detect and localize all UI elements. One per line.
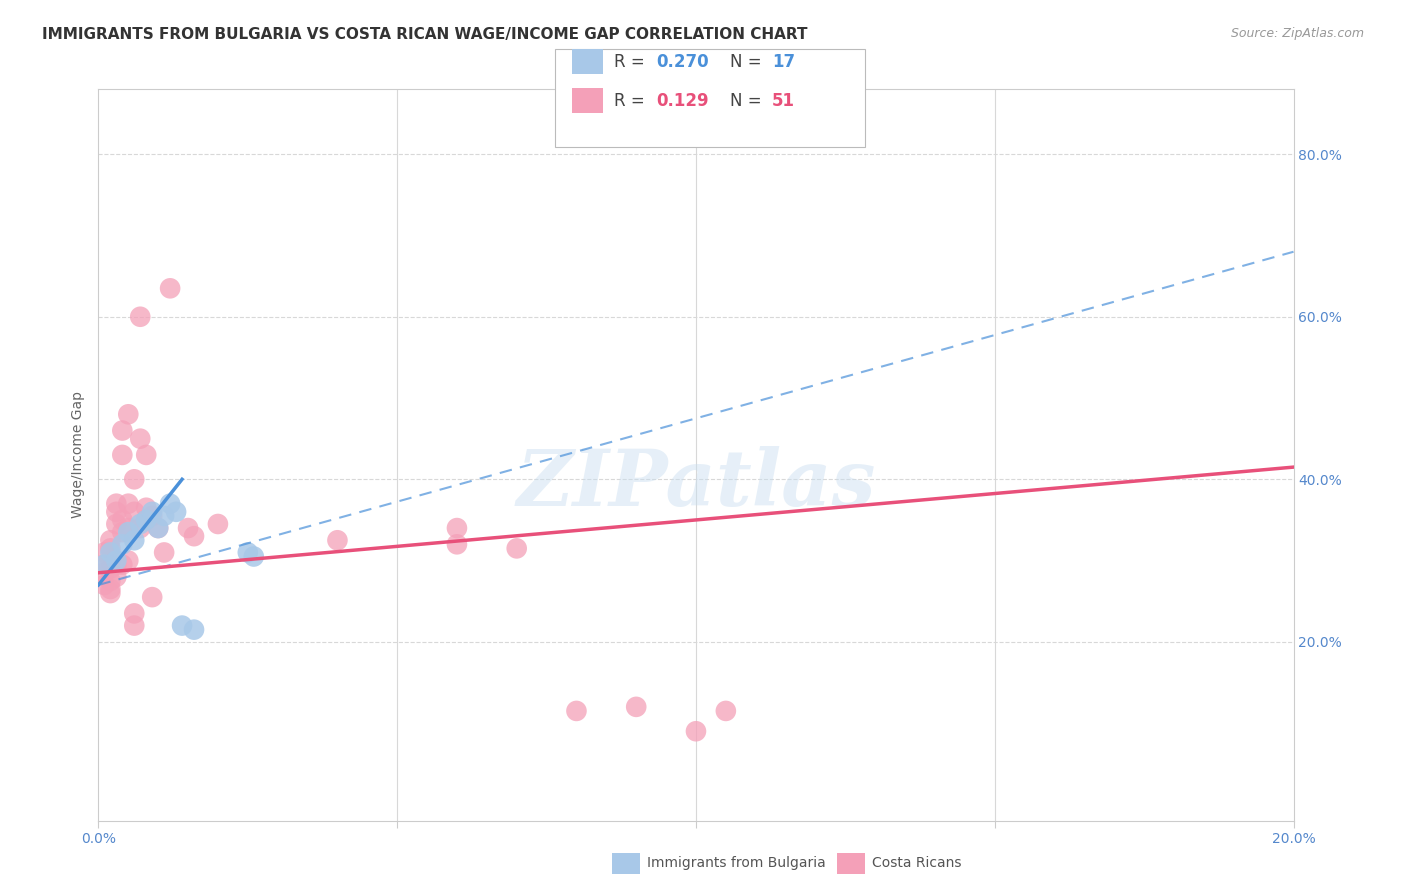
- Text: N =: N =: [730, 92, 766, 110]
- Text: 51: 51: [772, 92, 794, 110]
- Point: [98, 545, 122, 559]
- Point: [626, 699, 648, 714]
- Point: [105, 570, 128, 584]
- Point: [159, 281, 181, 295]
- Point: [98, 562, 122, 576]
- Point: [93, 566, 115, 580]
- Point: [117, 407, 139, 421]
- Point: [141, 508, 163, 523]
- Point: [98, 586, 122, 600]
- Point: [177, 521, 200, 535]
- Text: Source: ZipAtlas.com: Source: ZipAtlas.com: [1230, 27, 1364, 40]
- Text: R =: R =: [614, 92, 651, 110]
- Text: Costa Ricans: Costa Ricans: [872, 856, 962, 871]
- Point: [236, 545, 259, 559]
- Point: [129, 310, 152, 324]
- Point: [117, 553, 139, 567]
- Point: [243, 549, 266, 564]
- Point: [148, 521, 170, 535]
- Point: [105, 553, 128, 567]
- Point: [446, 521, 468, 535]
- Point: [124, 533, 146, 548]
- Point: [565, 704, 588, 718]
- Y-axis label: Wage/Income Gap: Wage/Income Gap: [70, 392, 84, 518]
- Point: [105, 497, 128, 511]
- Point: [98, 574, 122, 588]
- Point: [105, 505, 128, 519]
- Point: [111, 513, 134, 527]
- Point: [124, 607, 146, 621]
- Point: [98, 553, 122, 567]
- Point: [93, 545, 115, 559]
- Point: [183, 529, 205, 543]
- Point: [141, 590, 163, 604]
- Point: [135, 513, 157, 527]
- Point: [129, 432, 152, 446]
- Point: [135, 500, 157, 515]
- Point: [135, 448, 157, 462]
- Point: [111, 424, 134, 438]
- Point: [111, 537, 134, 551]
- Point: [506, 541, 529, 556]
- Point: [111, 558, 134, 572]
- Point: [93, 558, 115, 572]
- Point: [124, 505, 146, 519]
- Point: [183, 623, 205, 637]
- Point: [98, 582, 122, 596]
- Point: [124, 472, 146, 486]
- Point: [98, 533, 122, 548]
- Point: [153, 545, 176, 559]
- Point: [135, 513, 157, 527]
- Point: [172, 618, 194, 632]
- Point: [685, 724, 707, 739]
- Text: IMMIGRANTS FROM BULGARIA VS COSTA RICAN WAGE/INCOME GAP CORRELATION CHART: IMMIGRANTS FROM BULGARIA VS COSTA RICAN …: [42, 27, 807, 42]
- Point: [129, 521, 152, 535]
- Point: [117, 497, 139, 511]
- Point: [165, 505, 187, 519]
- Point: [117, 525, 139, 540]
- Text: ZIPatlas: ZIPatlas: [516, 446, 876, 523]
- Point: [159, 497, 181, 511]
- Text: 0.129: 0.129: [657, 92, 709, 110]
- Text: 0.270: 0.270: [657, 53, 709, 70]
- Text: N =: N =: [730, 53, 766, 70]
- Point: [93, 578, 115, 592]
- Point: [141, 505, 163, 519]
- Point: [148, 521, 170, 535]
- Point: [105, 558, 128, 572]
- Point: [153, 508, 176, 523]
- Point: [446, 537, 468, 551]
- Point: [207, 516, 229, 531]
- Text: 17: 17: [772, 53, 794, 70]
- Text: Immigrants from Bulgaria: Immigrants from Bulgaria: [647, 856, 825, 871]
- Point: [117, 521, 139, 535]
- Text: R =: R =: [614, 53, 651, 70]
- Point: [111, 525, 134, 540]
- Point: [93, 558, 115, 572]
- Point: [124, 618, 146, 632]
- Point: [714, 704, 737, 718]
- Point: [105, 516, 128, 531]
- Point: [326, 533, 349, 548]
- Point: [111, 448, 134, 462]
- Point: [129, 516, 152, 531]
- Point: [98, 541, 122, 556]
